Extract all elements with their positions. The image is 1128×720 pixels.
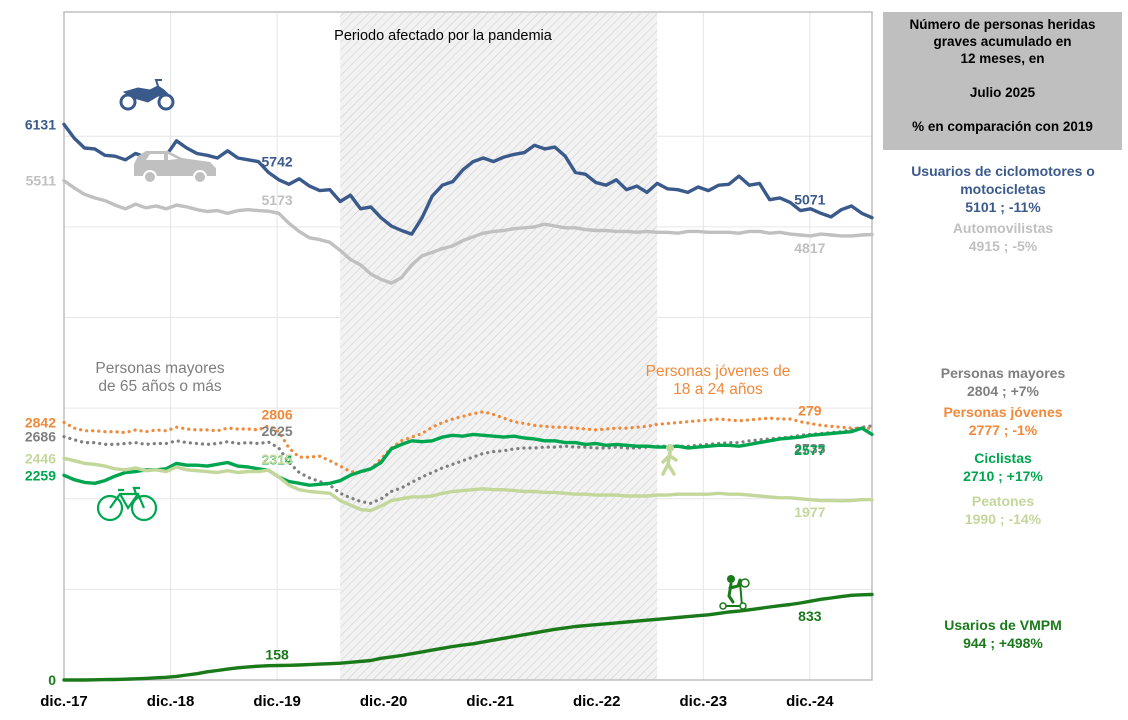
bicycle-icon <box>96 486 158 522</box>
series-line-cyclists <box>62 426 874 487</box>
young-area-annotation: Personas jóvenes de 18 a 24 años <box>646 363 791 398</box>
label-start-moto: 6131 <box>25 116 56 132</box>
series-layer <box>62 122 874 682</box>
summary-elderly: Personas mayores 2804 ; +7% <box>888 364 1118 400</box>
summary-pedestrians-name: Peatones <box>971 493 1035 509</box>
label-start-car: 5511 <box>26 173 57 189</box>
info-month: Julio 2025 <box>969 85 1036 100</box>
info-line-2: graves acumulado en <box>933 34 1072 49</box>
x-tick-label: dic.-18 <box>147 693 195 710</box>
motorcycle-icon <box>119 79 175 111</box>
summary-moto: Usuarios de ciclomotores o motocicletas … <box>888 162 1118 216</box>
scooter-icon <box>719 575 750 610</box>
info-spacer-2 <box>891 101 1114 118</box>
point-labels-layer: 6131 5742 5071 5511 5173 4817 2686 2625 2735 2842… <box>25 116 826 688</box>
summary-elderly-value: 2804 ; +7% <box>967 383 1039 399</box>
summary-cyclists-name: Ciclistas <box>974 450 1032 466</box>
series-line-moto <box>62 122 874 236</box>
chart-svg: 6131 5742 5071 5511 5173 4817 2686 2625 2735 2842… <box>25 11 874 710</box>
pandemic-label: Periodo afectado por la pandemia <box>334 28 553 44</box>
label-start-young: 2842 <box>25 414 56 430</box>
label-dic24-car: 4817 <box>794 240 825 256</box>
summary-car-name: Automovilistas <box>952 220 1054 236</box>
label-dic19-elderly: 2625 <box>262 423 293 439</box>
label-dic24-cyclists: 2577 <box>794 442 825 458</box>
series-line-pedestrians <box>62 456 874 513</box>
summary-vmpm-name: Usarios de VMPM <box>944 617 1062 633</box>
pedestrian-icon <box>661 444 678 476</box>
label-dic24-pedestrians: 1977 <box>794 504 825 520</box>
label-dic19-moto: 5742 <box>262 154 293 170</box>
series-line-car <box>62 178 874 285</box>
summary-elderly-name: Personas mayores <box>940 365 1066 381</box>
summary-pedestrians: Peatones 1990 ; -14% <box>888 492 1118 528</box>
summary-vmpm-value: 944 ; +498% <box>963 635 1043 651</box>
x-tick-label: dic.-17 <box>40 693 88 710</box>
x-tick-label: dic.-23 <box>680 693 728 710</box>
label-dic19-car: 5173 <box>262 192 293 208</box>
pandemic-shaded-area <box>340 13 658 680</box>
x-tick-label: dic.-20 <box>360 693 408 710</box>
x-tick-labels: dic.-17 dic.-18 dic.-19 dic.-20 dic.-21 dic.-… <box>40 693 834 710</box>
summary-young-name: Personas jóvenes <box>943 404 1063 420</box>
x-tick-label: dic.-22 <box>573 693 621 710</box>
label-start-pedestrians: 2446 <box>25 450 56 466</box>
summary-moto-value: 5101 ; -11% <box>965 199 1041 215</box>
summary-vmpm: Usarios de VMPM 944 ; +498% <box>888 616 1118 652</box>
info-box: Número de personas heridas graves acumul… <box>883 12 1122 150</box>
summary-cyclists-value: 2710 ; +17% <box>963 468 1043 484</box>
info-spacer <box>891 67 1114 84</box>
elderly-area-annotation: Personas mayores de 65 años o más <box>95 360 224 395</box>
car-icon <box>134 151 216 184</box>
label-dic19-pedestrians: 2315 <box>262 451 293 467</box>
plot-frame <box>63 11 873 681</box>
label-dic19-young: 2806 <box>262 407 293 423</box>
info-comparison: % en comparación con 2019 <box>912 119 1093 134</box>
x-tick-label: dic.-21 <box>466 693 514 710</box>
label-dic19-cyclists: 2314 <box>262 451 293 467</box>
label-dic24-moto: 5071 <box>794 192 825 208</box>
summary-car-value: 4915 ; -5% <box>968 238 1038 254</box>
label-start-vmpm: 0 <box>48 672 56 688</box>
info-line-3: 12 meses, en <box>960 51 1045 66</box>
label-dic24-elderly: 2735 <box>794 440 825 456</box>
summary-cyclists: Ciclistas 2710 ; +17% <box>888 449 1118 485</box>
summary-pedestrians-value: 1990 ; -14% <box>964 511 1042 527</box>
series-line-vmpm <box>62 592 874 682</box>
label-dic24-young: 279 <box>798 403 822 419</box>
summary-young-value: 2777 ; -1% <box>968 422 1038 438</box>
label-dic19-vmpm: 158 <box>265 647 289 663</box>
x-tick-label: dic.-19 <box>253 693 301 710</box>
summary-moto-name: Usuarios de ciclomotores o motocicletas <box>911 163 1095 197</box>
label-start-cyclists: 2259 <box>25 467 56 483</box>
label-start-elderly: 2686 <box>25 429 56 445</box>
summary-car: Automovilistas 4915 ; -5% <box>888 219 1118 255</box>
summary-young: Personas jóvenes 2777 ; -1% <box>888 403 1118 439</box>
series-line-elderly <box>62 424 874 505</box>
label-dic24-vmpm: 833 <box>798 608 822 624</box>
info-line-1: Número de personas heridas <box>909 17 1096 32</box>
x-tick-label: dic.-24 <box>786 693 834 710</box>
